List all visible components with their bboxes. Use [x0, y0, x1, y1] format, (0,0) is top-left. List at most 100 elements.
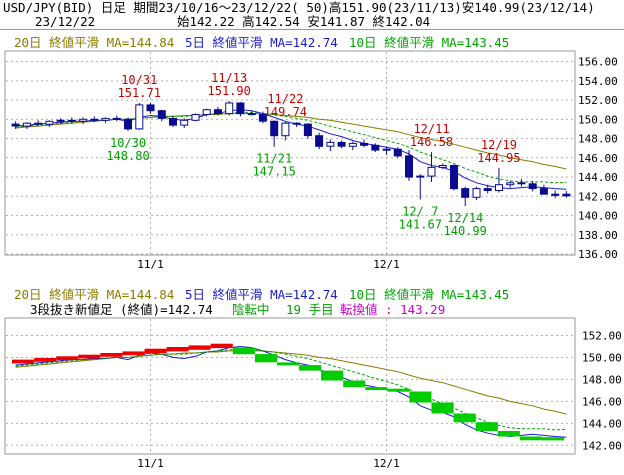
header-date: 23/12/22 — [35, 14, 96, 29]
bottom-y-tick-label: 144.00 — [582, 417, 622, 430]
candle-body — [56, 119, 65, 122]
renko-brick — [34, 358, 57, 362]
bottom-y-tick-label: 142.00 — [582, 439, 622, 452]
renko-brick — [166, 347, 189, 352]
bottom-y-tick-label: 150.00 — [582, 351, 622, 364]
candle-body — [551, 193, 560, 196]
legend-ma10-bottom: 10日 終値平滑 MA=143.45 — [349, 287, 510, 302]
candle-body — [90, 118, 99, 121]
annotation-date: 11/21 — [256, 152, 292, 166]
candle-body — [405, 155, 413, 178]
annotation-value: 151.71 — [118, 86, 161, 100]
candle-body — [382, 148, 391, 151]
top-y-tick-label: 144.00 — [578, 171, 618, 184]
candle-body — [11, 123, 20, 127]
candle-body — [495, 184, 503, 191]
renko-reversal: 転換値 : 143.29 — [340, 302, 446, 317]
annotation-value: 148.80 — [106, 149, 149, 163]
top-y-tick-label: 138.00 — [578, 229, 618, 242]
renko-brick — [188, 345, 211, 350]
legend-ma20-bottom: 20日 終値平滑 MA=144.84 — [14, 287, 175, 302]
annotation-date: 10/30 — [110, 136, 146, 150]
renko-brick — [453, 413, 476, 423]
candle-body — [214, 109, 222, 114]
candle-body — [360, 142, 369, 146]
renko-brick — [519, 436, 542, 441]
top-y-tick-label: 156.00 — [578, 56, 618, 69]
candle-body — [112, 117, 121, 120]
top-y-tick-label: 148.00 — [578, 133, 618, 146]
renko-brick — [78, 354, 101, 359]
candle-body — [225, 102, 234, 115]
renko-label: 3段抜き新値足 (終値)=142.74 — [30, 302, 213, 317]
candle-body — [461, 188, 470, 198]
annotation-value: 144.95 — [477, 151, 520, 165]
bottom-plot-border — [4, 317, 576, 455]
annotation-date: 10/31 — [121, 73, 157, 87]
candle-body — [292, 122, 301, 125]
candle-body — [169, 117, 177, 126]
renko-brick — [210, 343, 233, 349]
candle-body — [180, 119, 189, 126]
renko-brick — [144, 348, 167, 354]
bottom-y-tick-label: 148.00 — [582, 373, 622, 386]
bottom-x-tick-label: 12/1 — [373, 457, 400, 470]
annotation-value: 146.58 — [410, 135, 453, 149]
candle-body — [483, 188, 492, 192]
candle-body — [416, 175, 425, 178]
bottom-ma-line-0 — [15, 350, 567, 415]
top-x-tick-label: 12/1 — [373, 258, 400, 271]
candle-body — [528, 183, 537, 190]
candle-body — [247, 113, 256, 116]
candle-body — [34, 122, 43, 125]
renko-brick — [277, 362, 300, 366]
top-y-tick-label: 150.00 — [578, 113, 618, 126]
candle-body — [146, 104, 155, 112]
renko-count: 19 手目 — [286, 302, 334, 317]
annotation-date: 12/11 — [413, 122, 449, 136]
annotation-value: 147.15 — [252, 165, 295, 179]
renko-brick — [475, 422, 498, 431]
annotation-value: 140.99 — [444, 224, 487, 238]
candle-body — [315, 135, 324, 147]
candle-body — [270, 120, 279, 137]
renko-brick — [409, 391, 432, 403]
candle-body — [450, 165, 458, 190]
top-y-tick-label: 152.00 — [578, 94, 618, 107]
top-y-tick-label: 146.00 — [578, 152, 618, 165]
candle-body — [562, 193, 571, 197]
legend-ma5-top: 5日 終値平滑 MA=142.74 — [185, 35, 338, 50]
renko-brick — [56, 356, 79, 361]
top-y-tick-label: 136.00 — [578, 248, 618, 261]
annotation-value: 151.90 — [208, 84, 251, 98]
annotation-date: 12/19 — [481, 138, 517, 152]
renko-brick — [122, 351, 145, 356]
top-y-tick-label: 142.00 — [578, 190, 618, 203]
renko-brick — [321, 370, 344, 381]
renko-brick — [365, 387, 388, 391]
header-line1: USD/JPY(BID) 日足 期間23/10/16〜23/12/22( 50)… — [3, 0, 595, 15]
renko-brick — [299, 365, 322, 371]
candle-body — [124, 118, 132, 130]
annotation-date: 11/22 — [267, 92, 303, 106]
candle-body — [371, 144, 380, 151]
candle-body — [101, 117, 110, 121]
candle-body — [326, 141, 335, 147]
header-bar: USD/JPY(BID) 日足 期間23/10/16〜23/12/22( 50)… — [0, 0, 624, 30]
top-y-tick-label: 140.00 — [578, 210, 618, 223]
header-ohlc: 始142.22 高142.54 安141.87 終142.04 — [177, 14, 431, 29]
candle-body — [45, 120, 54, 125]
candle-body — [236, 102, 245, 115]
top-x-tick-label: 11/1 — [137, 258, 164, 271]
bottom-x-tick-label: 11/1 — [137, 457, 164, 470]
annotation-value: 141.67 — [399, 217, 442, 231]
renko-brick — [387, 388, 410, 392]
candle-body — [337, 141, 346, 147]
candle-body — [79, 118, 88, 122]
candle-body — [393, 148, 402, 157]
annotation-value: 149.74 — [264, 105, 307, 119]
candle-body — [517, 182, 526, 185]
candle-body — [191, 114, 200, 121]
candle-body — [281, 122, 290, 137]
